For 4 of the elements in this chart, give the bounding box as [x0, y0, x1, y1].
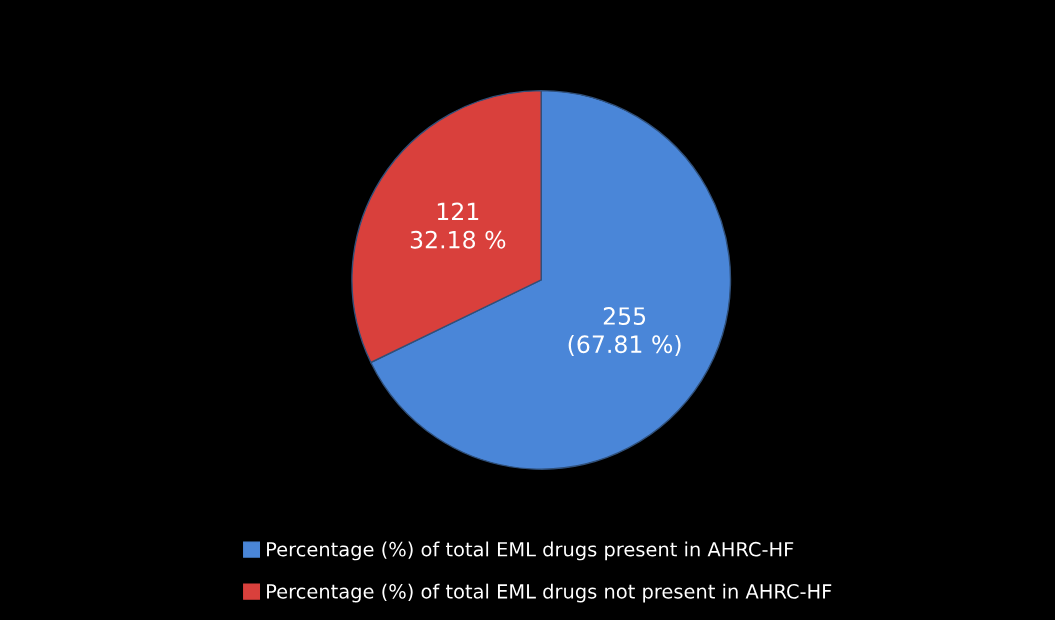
legend-label: Percentage (%) of total EML drugs present in AHRC-HF	[267, 541, 794, 561]
data-label: 121 32.18 %	[410, 202, 506, 249]
data-label: 255 (67.81 %)	[568, 307, 681, 356]
legend-label: Percentage (%) of total EML drugs not present in AHRC-HF	[267, 583, 832, 603]
